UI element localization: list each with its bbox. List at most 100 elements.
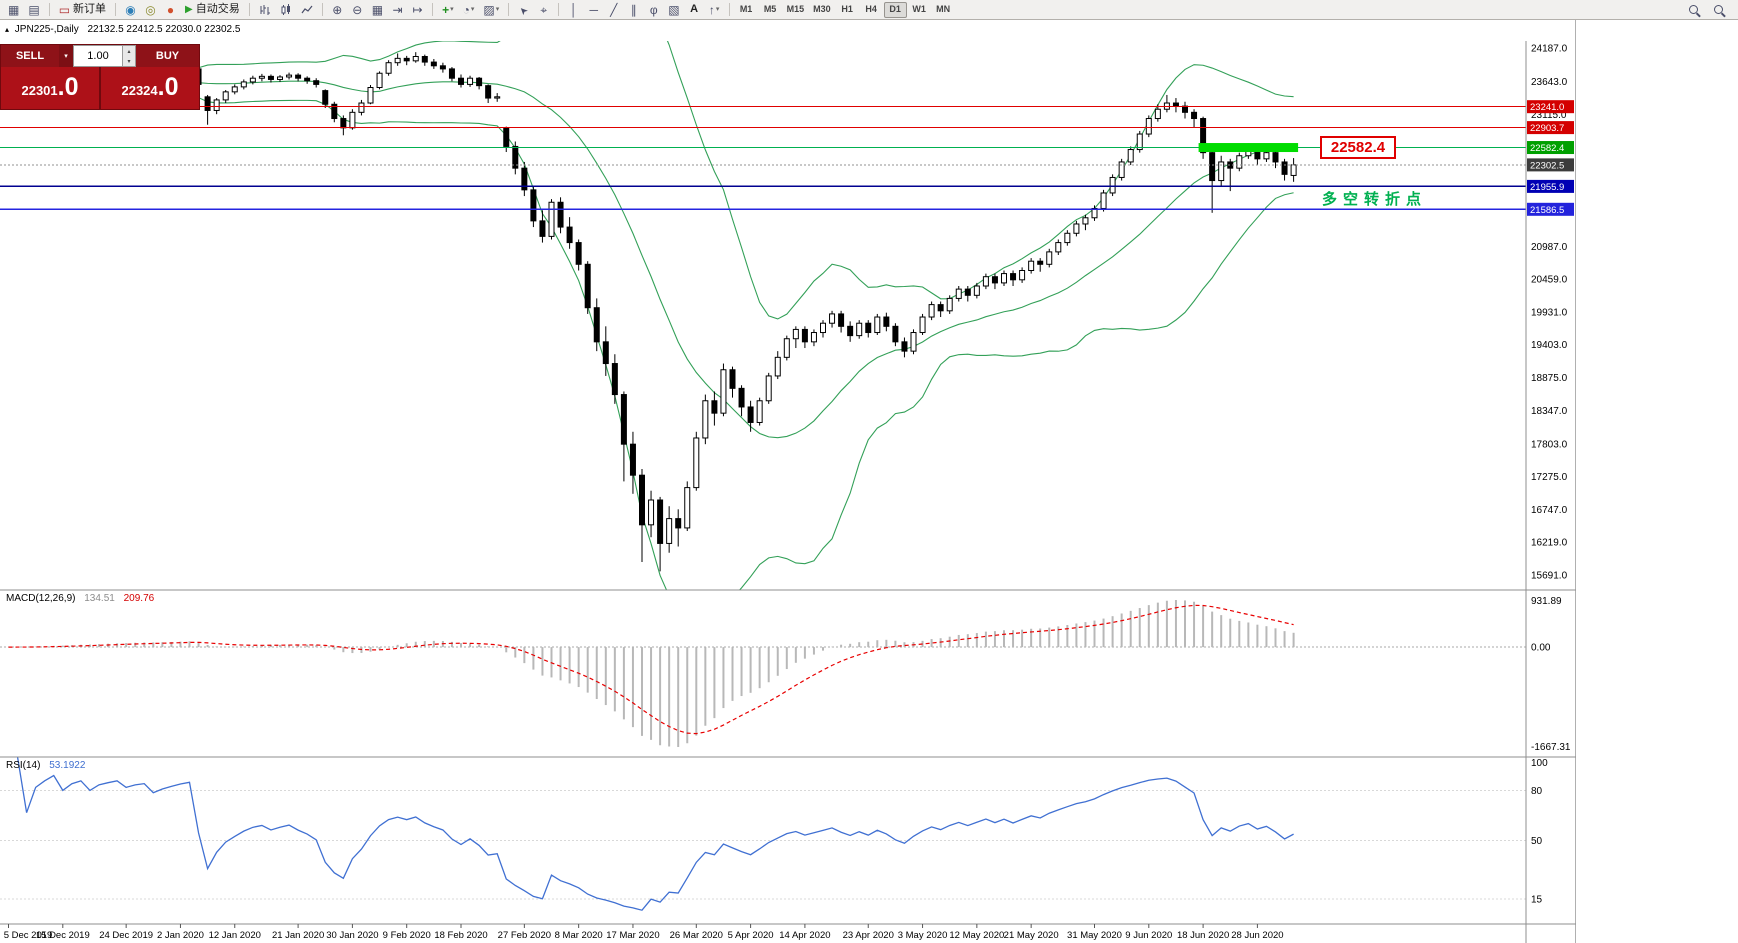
zoom-out-icon[interactable]: ⊖ bbox=[352, 2, 363, 17]
price-level-annotation[interactable]: 22582.4 bbox=[1320, 136, 1396, 159]
toolbar-separator bbox=[508, 3, 510, 16]
price-axis-label: 19403.0 bbox=[1531, 340, 1568, 351]
auto-scroll-icon[interactable]: ⇥ bbox=[392, 2, 403, 17]
channel-tool-icon[interactable]: ∥ bbox=[630, 2, 637, 17]
rsi-axis-label: 100 bbox=[1531, 758, 1548, 769]
svg-text:21586.5: 21586.5 bbox=[1530, 205, 1564, 216]
timeframe-h4-button[interactable]: H4 bbox=[860, 2, 883, 18]
bar-chart-icon[interactable] bbox=[255, 1, 275, 18]
green-zone-annotation[interactable] bbox=[1198, 143, 1299, 153]
vertical-line-tool-icon[interactable]: │ bbox=[569, 2, 578, 17]
toolbar-separator bbox=[321, 3, 323, 16]
price-axis-label: 24187.0 bbox=[1531, 44, 1568, 55]
new-order-button[interactable]: ▭ 新订单 bbox=[55, 1, 110, 18]
price-badge[interactable]: 22302.5 bbox=[1527, 158, 1574, 172]
main-pane[interactable] bbox=[0, 20, 1526, 620]
date-axis-label: 3 May 2020 bbox=[898, 930, 948, 941]
chart-symbol-label: JPN225-,Daily bbox=[14, 24, 79, 35]
indicators-button[interactable]: + ▾ bbox=[442, 2, 454, 17]
timeframe-m15-button[interactable]: M15 bbox=[783, 2, 809, 18]
timeframe-h1-button[interactable]: H1 bbox=[836, 2, 859, 18]
templates-button[interactable]: ▨ ▾ bbox=[483, 2, 500, 17]
trade-options-dropdown[interactable]: ▾ bbox=[59, 45, 73, 67]
price-badge[interactable]: 22582.4 bbox=[1527, 141, 1574, 155]
profiles-icon[interactable]: ▤ bbox=[28, 2, 40, 17]
text-tool-button[interactable]: A bbox=[685, 1, 704, 18]
data-window-icon[interactable]: ◎ bbox=[145, 2, 156, 17]
market-watch-icon[interactable]: ◉ bbox=[125, 2, 136, 17]
crosshair-tool-icon[interactable]: ⌖ bbox=[540, 2, 548, 17]
date-axis-label: 27 Feb 2020 bbox=[498, 930, 551, 941]
date-axis-label: 31 May 2020 bbox=[1067, 930, 1122, 941]
timeframe-d1-button[interactable]: D1 bbox=[883, 1, 907, 18]
buy-price[interactable]: 22324 .0 bbox=[101, 67, 199, 109]
timeframe-mn-button[interactable]: MN bbox=[932, 2, 955, 18]
volume-down-icon[interactable]: ▾ bbox=[127, 58, 131, 65]
macd-pane[interactable] bbox=[0, 600, 1526, 747]
price-axis-label: 20459.0 bbox=[1531, 275, 1568, 286]
shapes-tool-icon[interactable]: ▧ bbox=[668, 2, 680, 17]
date-axis-label: 23 Apr 2020 bbox=[843, 930, 894, 941]
date-axis-label: 12 May 2020 bbox=[949, 930, 1004, 941]
price-badge[interactable]: 21955.9 bbox=[1527, 179, 1574, 193]
new-chart-icon[interactable]: ▦ bbox=[8, 2, 20, 17]
svg-text:22903.7: 22903.7 bbox=[1530, 123, 1564, 134]
macd-signal-value: 209.76 bbox=[123, 593, 155, 604]
buy-price-main: 22324 bbox=[121, 83, 158, 98]
toolbar-separator bbox=[248, 3, 250, 16]
turning-point-annotation[interactable]: 多空转折点 bbox=[1322, 191, 1428, 208]
price-axis-label: 15691.0 bbox=[1531, 571, 1568, 582]
date-axis-label: 9 Feb 2020 bbox=[383, 930, 431, 941]
price-axis-label: 16747.0 bbox=[1531, 505, 1568, 516]
date-axis-label: 12 Jan 2020 bbox=[209, 930, 261, 941]
auto-trading-button[interactable]: ▶ 自动交易 bbox=[181, 1, 244, 18]
price-badge[interactable]: 21586.5 bbox=[1527, 202, 1574, 216]
volume-input[interactable]: 1.00 bbox=[73, 45, 123, 67]
date-axis-label: 9 Jun 2020 bbox=[1125, 930, 1172, 941]
macd-axis-label: 931.89 bbox=[1531, 596, 1562, 607]
timeframe-w1-button[interactable]: W1 bbox=[908, 2, 931, 18]
timeframe-m30-button[interactable]: M30 bbox=[809, 2, 835, 18]
horizontal-line-tool-icon[interactable]: ─ bbox=[589, 2, 598, 17]
tile-windows-icon[interactable]: ▦ bbox=[371, 2, 384, 17]
toolbar-separator bbox=[432, 3, 434, 16]
periods-button[interactable]: ◔ ▾ bbox=[462, 2, 475, 17]
sell-price[interactable]: 22301 .0 bbox=[1, 67, 101, 109]
svg-text:22582.4: 22582.4 bbox=[1530, 143, 1564, 154]
rsi-pane[interactable] bbox=[0, 756, 1526, 911]
collapse-triangle-icon[interactable]: ▴ bbox=[5, 25, 10, 34]
price-axis-label: 16219.0 bbox=[1531, 538, 1568, 549]
find-icon[interactable] bbox=[1709, 1, 1728, 18]
price-chart[interactable]: 24187.0 23643.0 23115.0 20987.0 20459.0 19931… bbox=[0, 20, 1576, 943]
zoom-in-icon[interactable]: ⊕ bbox=[332, 2, 343, 17]
candlestick-chart-icon[interactable] bbox=[276, 1, 296, 18]
price-axis-label: 18347.0 bbox=[1531, 406, 1568, 417]
buy-button[interactable]: BUY bbox=[136, 45, 199, 67]
macd-main-value: 134.51 bbox=[84, 593, 115, 604]
bollinger-lower-band bbox=[8, 97, 1294, 590]
price-badge[interactable]: 22903.7 bbox=[1527, 121, 1574, 135]
cursor-tool-icon[interactable]: ➤ bbox=[516, 2, 531, 17]
line-chart-icon[interactable] bbox=[297, 1, 317, 18]
price-badge[interactable]: 23241.0 bbox=[1527, 100, 1574, 114]
trendline-tool-icon[interactable]: ╱ bbox=[610, 2, 618, 17]
timeframe-m1-button[interactable]: M1 bbox=[735, 2, 758, 18]
new-order-label: 新订单 bbox=[73, 3, 107, 15]
rsi-line bbox=[16, 756, 1294, 911]
volume-stepper[interactable]: ▴ ▾ bbox=[123, 45, 136, 67]
chart-shift-icon[interactable]: ↦ bbox=[412, 2, 423, 17]
fibonacci-tool-icon[interactable]: φ bbox=[649, 2, 658, 17]
macd-axis-label: -1667.31 bbox=[1531, 742, 1571, 753]
timeframe-m5-button[interactable]: M5 bbox=[759, 2, 782, 18]
symbol-search-icon[interactable] bbox=[1684, 1, 1703, 18]
price-axis-label: 23643.0 bbox=[1531, 77, 1568, 88]
svg-text:21955.9: 21955.9 bbox=[1530, 182, 1564, 193]
toolbar-separator bbox=[728, 3, 730, 16]
arrows-tool-icon[interactable]: ↑ ▾ bbox=[708, 2, 720, 17]
bollinger-middle-band bbox=[8, 80, 1294, 439]
macd-signal-line bbox=[8, 604, 1294, 735]
sell-button[interactable]: SELL bbox=[1, 45, 59, 67]
alerts-icon[interactable]: ● bbox=[166, 2, 175, 17]
rsi-axis-label: 50 bbox=[1531, 836, 1543, 847]
volume-up-icon[interactable]: ▴ bbox=[127, 48, 131, 55]
